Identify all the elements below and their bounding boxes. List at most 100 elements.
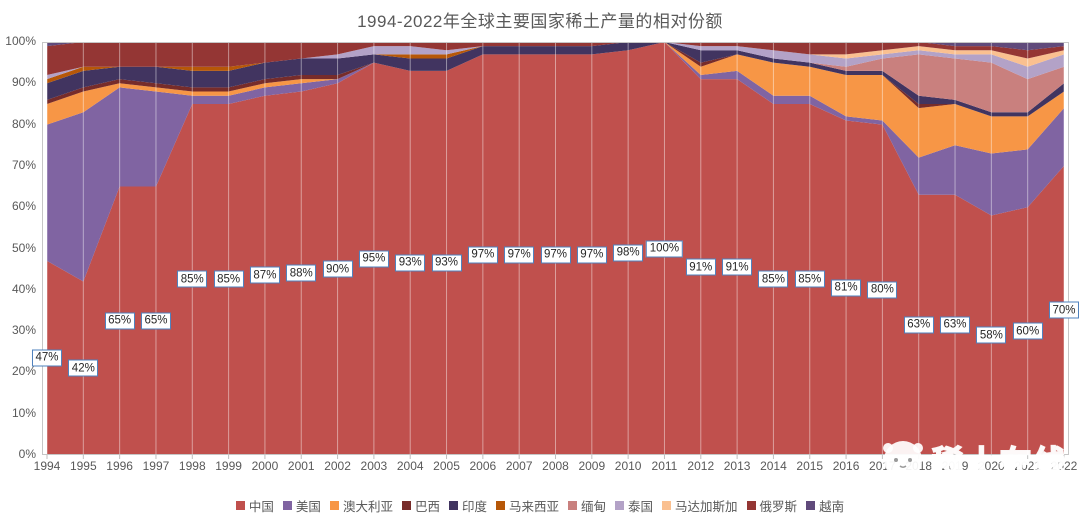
legend-swatch-icon [662,501,672,510]
y-axis-label: 40% [11,281,36,296]
data-label: 97% [467,246,498,264]
x-axis-label: 2015 [796,459,824,473]
x-axis-label: 2010 [614,459,642,473]
legend-item: 泰国 [615,496,653,515]
data-label: 42% [68,359,99,377]
legend-swatch-icon [235,501,245,510]
x-axis-label: 2002 [324,459,351,473]
x-axis-label: 2003 [360,459,388,473]
y-axis-label: 0% [18,447,36,461]
x-axis-label: 1996 [106,459,133,473]
area-series [47,42,1064,76]
plot-border [42,42,1069,455]
y-axis-label: 70% [11,157,36,172]
legend-item: 马达加斯加 [662,496,738,515]
x-axis-label: 1995 [69,459,97,473]
legend-label: 缅甸 [581,500,607,514]
data-label: 97% [504,246,535,264]
legend-label: 马达加斯加 [675,500,738,514]
data-label: 60% [1012,322,1043,340]
x-axis-label: 2019 [941,459,969,473]
area-series [47,42,1064,117]
x-axis-label: 1999 [215,459,242,473]
x-axis-label: 2008 [542,459,569,473]
x-axis-label: 2013 [723,459,751,473]
data-label: 91% [685,258,716,276]
x-axis-label: 1997 [142,459,170,473]
legend-label: 印度 [461,500,487,514]
data-label: 95% [358,250,389,268]
legend-label: 泰国 [628,500,654,514]
x-axis-label: 2011 [651,459,678,473]
data-label: 85% [213,270,244,288]
x-axis-label: 2007 [505,459,533,473]
legend-label: 美国 [295,500,321,514]
legend-label: 马来西亚 [508,500,559,514]
legend-item: 中国 [235,496,274,515]
data-label: 87% [249,266,280,284]
data-label: 65% [140,312,171,330]
legend-swatch-icon [615,501,625,510]
x-axis-label: 2001 [287,459,315,473]
legend-item: 美国 [282,496,321,515]
y-axis-label: 100% [5,34,36,48]
x-axis-label: 2009 [578,459,606,473]
legend-label: 越南 [819,500,845,514]
legend-swatch-icon [329,501,339,510]
y-axis-label: 90% [11,75,36,90]
legend-swatch-icon [448,501,458,510]
data-label: 93% [431,254,462,272]
x-axis-label: 2004 [396,459,424,473]
data-label: 63% [940,316,971,334]
x-axis-label: 2012 [687,459,715,473]
y-axis-label: 60% [11,199,36,214]
area-series [47,42,1064,282]
data-label: 93% [395,254,426,272]
x-axis-label: 2000 [251,459,279,473]
area-series [47,42,1064,158]
legend-item: 缅甸 [568,496,606,515]
y-axis-label: 30% [11,323,36,338]
x-axis-label: 2006 [469,459,497,473]
watermark: 稀土在线 [880,436,1068,482]
legend-swatch-icon [495,501,505,510]
data-label: 85% [794,270,825,288]
legend-swatch-icon [806,501,816,510]
legend-item: 越南 [806,496,844,515]
data-label: 91% [722,258,753,276]
legend: 中国 美国 澳大利亚 巴西 印度 马来西亚 缅甸 泰国 马达加斯加 俄罗斯 越南 [0,496,1080,515]
x-axis-label: 2014 [760,459,787,473]
y-axis-label: 50% [11,240,36,255]
x-axis-label: 2016 [832,459,860,473]
legend-swatch-icon [746,501,756,510]
data-label: 100% [646,240,683,257]
legend-swatch-icon [401,501,411,510]
watermark-mascot-icon [883,441,923,479]
data-label: 88% [286,264,317,282]
legend-label: 巴西 [414,500,440,514]
legend-item: 俄罗斯 [746,496,798,515]
legend-swatch-icon [282,501,292,510]
legend-item: 印度 [448,496,487,515]
legend-label: 澳大利亚 [342,500,393,514]
data-label: 81% [831,279,862,297]
data-label: 65% [104,312,135,330]
watermark-text: 稀土在线 [931,444,1068,481]
x-axis-label: 2020 [977,459,1005,473]
chart-title: 1994-2022年全球主要国家稀土产量的相对份额 [357,12,723,31]
data-label: 85% [758,270,789,288]
legend-item: 马来西亚 [495,496,559,515]
x-axis-label: 1998 [178,459,206,473]
legend-item: 巴西 [401,496,440,515]
data-label: 98% [613,244,644,262]
legend-label: 中国 [248,500,274,514]
x-axis-label: 2022 [1050,459,1078,473]
legend-item: 澳大利亚 [329,496,393,515]
data-label: 63% [903,316,934,334]
data-label: 47% [31,349,63,367]
data-label: 85% [177,270,208,288]
legend-label: 俄罗斯 [759,500,798,514]
data-label: 80% [867,281,898,299]
data-label: 90% [322,260,353,278]
